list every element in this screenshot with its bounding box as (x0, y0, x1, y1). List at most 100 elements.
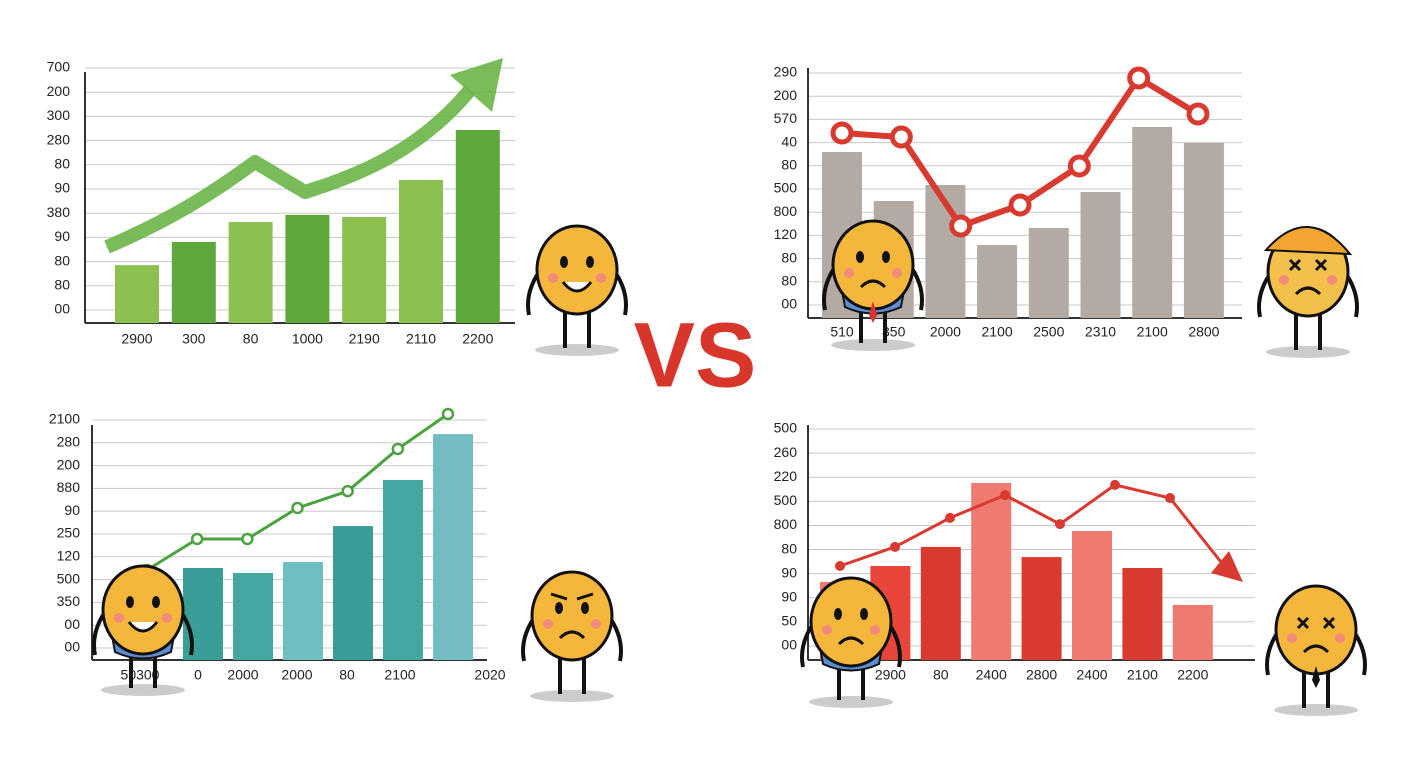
shadow (809, 696, 893, 708)
tie (1312, 666, 1320, 688)
y-label: 120 (774, 226, 798, 242)
x-label: 80 (339, 667, 355, 683)
cheek (1287, 633, 1297, 643)
x-label: 2190 (349, 331, 380, 347)
x-label: 2900 (121, 331, 152, 347)
cheek (596, 273, 606, 283)
x-label: 2100 (1137, 324, 1168, 340)
y-label: 280 (57, 434, 81, 450)
x-label: 0 (194, 667, 202, 683)
y-label: 00 (64, 639, 80, 655)
legs (1302, 668, 1330, 708)
y-label: 880 (57, 479, 81, 495)
vs-text: VS (634, 304, 757, 406)
y-label: 80 (781, 540, 797, 556)
x-label: 1000 (292, 331, 323, 347)
x-label: 80 (933, 667, 949, 683)
x-label: 2900 (875, 667, 906, 683)
cheek (844, 268, 854, 278)
trend-point (830, 121, 854, 145)
bar (1122, 567, 1163, 660)
shadow (831, 339, 915, 351)
y-label: 2100 (49, 411, 80, 427)
x-label: 2100 (384, 667, 415, 683)
eye (860, 608, 868, 620)
eye (834, 608, 842, 620)
trend-point (949, 214, 973, 238)
x-label: 2200 (462, 331, 493, 347)
shadow (535, 344, 619, 356)
y-label: 00 (781, 637, 797, 653)
bar (1072, 531, 1112, 660)
bar (383, 479, 423, 660)
mouth (1294, 286, 1322, 296)
trend-point (1127, 66, 1151, 90)
y-label: 80 (781, 273, 797, 289)
mouth (558, 630, 586, 640)
arms (92, 613, 194, 656)
bar (920, 546, 961, 660)
trend-point (1055, 519, 1065, 530)
y-label: 90 (781, 564, 797, 580)
brow (576, 592, 594, 601)
x-label: 2020 (474, 667, 505, 683)
y-label: 380 (47, 204, 71, 220)
y-label: 200 (774, 87, 798, 103)
bar (233, 572, 273, 660)
face (530, 570, 614, 662)
y-label: 80 (54, 156, 70, 172)
x-label: 2000 (227, 667, 258, 683)
y-label: 700 (47, 59, 71, 75)
y-label: 800 (774, 203, 798, 219)
y-label: 290 (774, 64, 798, 80)
brow (550, 592, 568, 601)
y-label: 90 (781, 588, 797, 604)
cheek (870, 625, 880, 635)
arms (521, 619, 623, 662)
bar (183, 567, 223, 660)
y-label: 80 (54, 277, 70, 293)
mouth (127, 621, 159, 633)
arms (1265, 633, 1367, 676)
arms (800, 625, 902, 668)
hard-hat (1263, 226, 1353, 256)
y-label: 90 (54, 180, 70, 196)
y-label: 220 (774, 468, 798, 484)
cheek (591, 619, 601, 629)
y-label: 500 (774, 492, 798, 508)
bar (977, 245, 1018, 318)
cheek (1335, 633, 1345, 643)
trend-point (1165, 493, 1175, 504)
x-label: 2000 (281, 667, 312, 683)
character (521, 570, 623, 702)
y-label: 00 (781, 296, 797, 312)
shadow (1274, 704, 1358, 716)
y-label: 500 (57, 570, 81, 586)
x-label: 2310 (1085, 324, 1116, 340)
eye (856, 251, 864, 263)
legs (558, 654, 586, 694)
trend-point (241, 532, 254, 546)
y-label: 120 (57, 548, 81, 564)
trend-arrow-head (450, 58, 503, 112)
cheek (548, 273, 558, 283)
character (92, 564, 194, 696)
x-label: 2400 (976, 667, 1007, 683)
y-label: 80 (781, 249, 797, 265)
x-label: 2100 (982, 324, 1013, 340)
y-label: 50 (781, 613, 797, 629)
y-label: 280 (47, 131, 71, 147)
cheek (543, 619, 553, 629)
bar (285, 214, 330, 323)
eye (560, 256, 568, 268)
x-label: 2800 (1188, 324, 1219, 340)
x-label: 2800 (1026, 667, 1057, 683)
bar (333, 526, 373, 660)
bar (433, 434, 473, 660)
y-label: 500 (774, 180, 798, 196)
trend-point (1000, 490, 1010, 501)
bar (342, 216, 387, 323)
tie (869, 301, 877, 323)
